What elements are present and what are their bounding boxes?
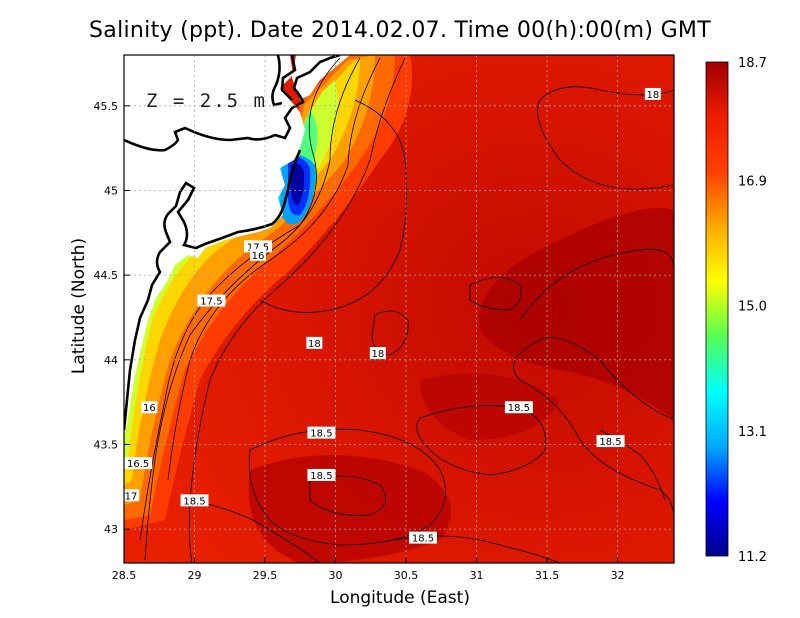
contour-label: 18.5 [180,494,209,507]
contour-label-text: 18.5 [310,471,332,482]
contour-line [309,475,387,516]
y-tick-label: 45 [104,184,118,197]
contour-label: 16 [141,401,158,414]
contour-label-bg [644,87,661,100]
contour-label: 18.5 [307,468,336,482]
contour-label-text: 18.5 [183,496,205,507]
coastline [124,55,341,431]
land-area [124,55,305,435]
colorbar-tick-label: 16.9 [738,175,767,190]
contour-label-bg [306,336,323,349]
contour-label-text: 18.5 [508,403,530,414]
x-tick-label: 29.5 [253,569,278,582]
high-salinity-region-east [479,208,674,420]
contour-line [519,248,674,321]
contour-label: 16.5 [124,457,153,470]
y-axis-ticks: 43 43.5 44 44.5 45 45.5 [94,100,130,536]
contour-line [469,277,522,311]
contour-label-bg [307,426,336,439]
grid-lines [124,55,674,563]
contour-label: 16 [249,248,266,262]
depth-annotation: Z = 2.5 m [146,90,267,112]
contour-label: 18.5 [408,531,437,545]
contour-label-bg [249,248,266,261]
colorbar-tick-label: 11.2 [738,550,767,565]
contour-line [139,57,341,541]
plot-frame [123,54,675,564]
x-tick-label: 30.5 [394,569,419,582]
contour-label: 17.5 [197,294,226,308]
x-tick-label: 32 [611,569,625,582]
contour-label-text: 16.5 [127,459,149,470]
contour-label-bg [369,347,386,360]
x-tick-label: 31 [470,569,484,582]
contour-label-bg [408,531,437,544]
x-tick-label: 30 [329,569,343,582]
contour-label-bg [180,494,209,507]
colorbar-tick-label: 13.1 [738,425,767,440]
high-salinity-region-center [420,373,560,440]
contour-line [537,86,674,190]
contour-label-bg [504,401,533,414]
contour-label-text: 18 [371,349,384,360]
contour-label: 18 [644,87,661,101]
contour-label-bg [124,489,140,502]
contour-label-bg [141,401,158,414]
contour-line [144,57,361,561]
colorbar-tick-label: 15.0 [738,300,767,315]
contour-label-bg [197,294,226,307]
contour-label: 17 [124,489,140,502]
contour-label-text: 17 [125,491,138,502]
contour-line [167,57,381,481]
x-tick-label: 31.5 [535,569,560,582]
contour-label-text: 16 [143,403,156,414]
contour-label: 18.5 [596,435,625,448]
contour-line [371,310,409,356]
contour-label: 18.5 [307,426,336,440]
contour-line [259,99,408,313]
colorbar-ticks: 18.7 16.9 15.0 13.1 11.2 [738,56,767,565]
y-tick-label: 43.5 [94,438,119,451]
colorbar-tick-label: 18.7 [738,56,767,71]
contour-label-text: 18.5 [310,429,332,440]
colorbar [705,61,729,557]
y-tick-label: 44.5 [94,269,119,282]
x-axis-ticks: 28.5 29 29.5 30 30.5 31 31.5 32 [112,557,625,582]
y-tick-label: 43 [104,523,118,536]
contour-label-text: 18.5 [599,437,621,448]
contour-label: 18 [306,336,323,350]
contour-label-bg [124,457,153,470]
contour-line [248,428,446,546]
contour-label-bg [307,468,336,481]
x-tick-label: 28.5 [112,569,137,582]
contour-label-text: 18 [646,90,659,101]
y-tick-label: 45.5 [94,100,119,113]
contour-label: 18 [369,347,386,360]
contour-line [416,405,547,476]
contour-label-text: 18.5 [412,534,434,545]
contour-label-text: 17.5 [200,297,222,308]
contour-label-bg [596,435,625,448]
x-tick-label: 29 [188,569,202,582]
contour-label-text: 17.5 [247,242,269,253]
x-axis-label: Longitude (East) [330,588,470,608]
contour-label: 18.5 [504,401,533,414]
high-salinity-region-south [248,455,452,563]
contour-line [189,499,321,563]
contour-label-text: 18 [308,339,321,350]
chart-title: Salinity (ppt). Date 2014.02.07. Time 00… [89,18,711,43]
plume-core-11 [291,163,305,205]
y-tick-label: 44 [104,354,118,367]
contour-label-text: 16 [252,251,265,262]
